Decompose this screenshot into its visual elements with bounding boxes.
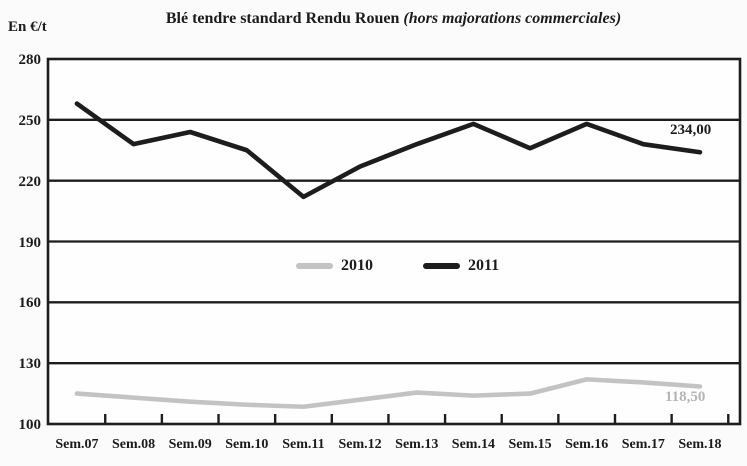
x-tick-label-Sem.18: Sem.18 (678, 437, 722, 452)
x-tick-label-Sem.12: Sem.12 (338, 437, 382, 452)
end-value-label-2010: 118,50 (665, 389, 706, 405)
series-line-2011 (74, 101, 703, 200)
legend-swatch-2011 (423, 263, 460, 269)
x-tick-label-Sem.17: Sem.17 (621, 437, 665, 452)
x-tick-label-Sem.13: Sem.13 (395, 437, 439, 452)
legend-label-2011: 2011 (468, 257, 500, 274)
y-tick-label-100: 100 (18, 417, 42, 433)
legend-item-2010: 2010 (296, 257, 373, 275)
y-tick-label-220: 220 (18, 173, 42, 190)
end-value-label-2011: 234,00 (670, 122, 712, 138)
x-tick-label-Sem.11: Sem.11 (282, 437, 325, 452)
x-tick-label-Sem.15: Sem.15 (508, 437, 552, 452)
x-tick-label-Sem.09: Sem.09 (168, 437, 212, 452)
legend-label-2010: 2010 (341, 257, 373, 274)
legend-swatch-2010 (296, 263, 333, 269)
chart-title-main: Blé tendre standard Rendu Rouen (165, 10, 400, 27)
legend-item-2011: 2011 (423, 257, 499, 275)
y-tick-label-190: 190 (18, 234, 42, 251)
legend: 2010 2011 (296, 257, 499, 275)
chart-title-subtitle: (hors majorations commerciales) (403, 10, 622, 27)
y-tick-label-250: 250 (18, 112, 42, 129)
x-tick-label-Sem.08: Sem.08 (111, 437, 156, 452)
x-tick-label-Sem.07: Sem.07 (55, 437, 99, 452)
y-tick-label-280: 280 (18, 52, 42, 68)
x-tick-label-Sem.16: Sem.16 (565, 437, 609, 452)
x-tick-label-Sem.10: Sem.10 (225, 437, 269, 452)
y-tick-label-160: 160 (18, 295, 42, 312)
y-tick-label-130: 130 (18, 356, 42, 373)
x-tick-label-Sem.14: Sem.14 (451, 437, 495, 452)
chart-title: Blé tendre standard Rendu Rouen (hors ma… (40, 10, 747, 28)
y-axis-unit-label: En €/t (8, 19, 47, 35)
series-line-2010 (74, 377, 703, 410)
